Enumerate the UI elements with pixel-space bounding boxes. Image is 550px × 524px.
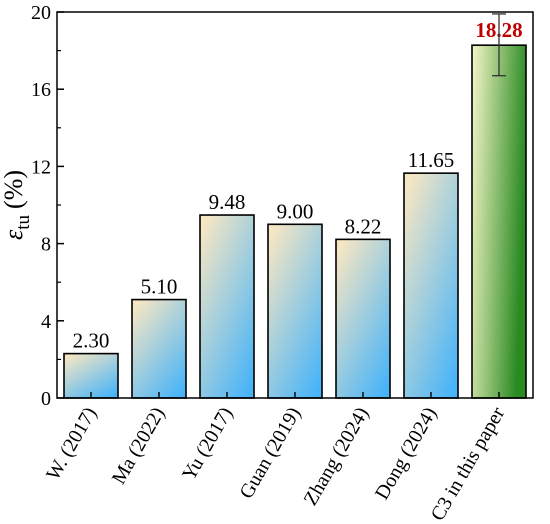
y-tick-label: 20 bbox=[31, 2, 51, 24]
bar bbox=[63, 352, 119, 399]
bar bbox=[267, 223, 323, 399]
plot-area-frame bbox=[56, 11, 534, 399]
bar-value-label: 9.48 bbox=[209, 190, 246, 214]
y-tick-label: 12 bbox=[31, 156, 51, 178]
y-tick-label: 0 bbox=[41, 388, 51, 410]
y-tick-label: 4 bbox=[41, 311, 51, 333]
bar-value-label: 9.00 bbox=[277, 199, 314, 223]
y-tick-label: 8 bbox=[41, 234, 51, 256]
x-axis-tick-labels: W. (2017) Ma (2022) Yu (2017)Guan (2019)Zh… bbox=[42, 392, 509, 524]
bar-value-label: 11.65 bbox=[408, 148, 454, 172]
bar-value-label: 2.30 bbox=[73, 329, 110, 353]
x-tick-label: Dong (2024) bbox=[371, 404, 441, 504]
x-tick-label: Zhang (2024) bbox=[300, 404, 374, 510]
x-tick-label: Ma (2022) bbox=[108, 404, 170, 489]
x-tick-label: Guan (2019) bbox=[235, 404, 305, 503]
y-axis-title: εtu(%) bbox=[0, 170, 34, 240]
y-axis-ticks: 0 4 8 12 16 20 bbox=[31, 2, 64, 410]
bar bbox=[335, 238, 391, 399]
bar-value-label: 8.22 bbox=[345, 214, 382, 238]
x-tick-label: Yu (2017) bbox=[178, 404, 237, 485]
bar bbox=[131, 298, 187, 399]
y-tick-label: 16 bbox=[31, 79, 51, 101]
bar bbox=[471, 44, 527, 399]
bar-value-label: 5.10 bbox=[141, 275, 178, 299]
bar bbox=[199, 214, 255, 399]
x-tick-label: C3 in this paper bbox=[427, 403, 510, 524]
x-tick-label: W. (2017) bbox=[42, 404, 101, 485]
bar bbox=[403, 172, 459, 399]
